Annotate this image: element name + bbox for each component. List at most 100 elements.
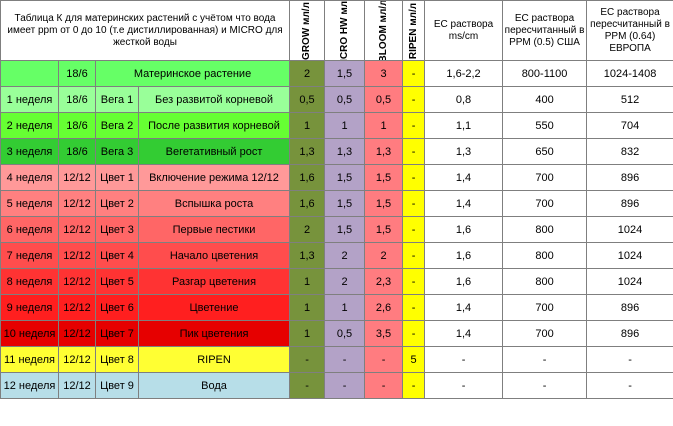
light-cell: 12/12 [58,164,96,191]
table-row: 8 неделя 12/12 Цвет 5 Разгар цветения 1 … [0,268,673,295]
light-cell: 12/12 [58,372,96,399]
ripen-cell: - [402,320,426,347]
ec-cell: 1,6-2,2 [424,60,504,87]
grow-cell: 1,6 [289,164,326,191]
ec-cell: 1,4 [424,320,504,347]
micro-cell: 2 [324,268,366,295]
usa-ppm-cell: 700 [502,164,588,191]
nutrient-table: Таблица К для материнских растений с учё… [0,0,673,399]
ripen-cell: - [402,138,426,165]
usa-ppm-cell: 800 [502,242,588,269]
grow-cell: 1 [289,294,326,321]
ec-header: ЕС раствора ms/cm [424,0,504,61]
usa-ppm-cell: 800-1100 [502,60,588,87]
grow-header: GROW мл/л [289,0,326,61]
table-row: 10 неделя 12/12 Цвет 7 Пик цветения 1 0,… [0,320,673,347]
europe-ppm-cell: 1024-1408 [586,60,673,87]
desc-cell: Начало цветения [137,242,291,269]
grow-cell: 1 [289,268,326,295]
ec-cell: 1,4 [424,294,504,321]
grow-cell: - [289,346,326,373]
bloom-cell: - [364,346,404,373]
week-cell: 1 неделя [0,86,59,113]
table-row: 7 неделя 12/12 Цвет 4 Начало цветения 1,… [0,242,673,269]
week-cell: 7 неделя [0,242,59,269]
bloom-cell: 1,5 [364,164,404,191]
micro-cell: 0,5 [324,320,366,347]
usa-ppm-cell: 800 [502,268,588,295]
micro-cell: - [324,346,366,373]
stage-cell: Цвет 9 [95,372,139,399]
ripen-cell: 5 [402,346,426,373]
europe-ppm-cell: 1024 [586,268,673,295]
usa-ppm-header: ЕС раствора пересчитанный в PPM (0.5) СШ… [502,0,588,61]
micro-cell: 1 [324,294,366,321]
week-cell: 5 неделя [0,190,59,217]
europe-ppm-cell: 896 [586,320,673,347]
bloom-cell: 3 [364,60,404,87]
stage-cell: Цвет 1 [95,164,139,191]
ec-cell: 1,1 [424,112,504,139]
week-cell: 6 неделя [0,216,59,243]
bloom-cell: 3,5 [364,320,404,347]
usa-ppm-cell: 800 [502,216,588,243]
usa-ppm-cell: 700 [502,320,588,347]
table-row: 11 неделя 12/12 Цвет 8 RIPEN - - - 5 - -… [0,346,673,373]
europe-ppm-cell: 1024 [586,242,673,269]
ripen-cell: - [402,190,426,217]
bloom-cell: 2 [364,242,404,269]
grow-cell: 1,6 [289,190,326,217]
week-cell: 11 неделя [0,346,59,373]
header-row: Таблица К для материнских растений с учё… [0,0,673,61]
ripen-cell: - [402,372,426,399]
desc-cell: Вспышка роста [137,190,291,217]
micro-cell: - [324,372,366,399]
micro-header-label: MICRO HW мл/л [338,0,350,61]
europe-ppm-cell: 896 [586,294,673,321]
light-cell: 18/6 [58,138,96,165]
usa-ppm-cell: 400 [502,86,588,113]
grow-cell: 2 [289,60,326,87]
table-row: 12 неделя 12/12 Цвет 9 Вода - - - - - - … [0,372,673,399]
bloom-cell: 0,5 [364,86,404,113]
ec-cell: 1,6 [424,242,504,269]
bloom-cell: 1,3 [364,138,404,165]
micro-cell: 2 [324,242,366,269]
stage-cell: Цвет 5 [95,268,139,295]
micro-cell: 1,3 [324,138,366,165]
ripen-cell: - [402,268,426,295]
desc-cell: После развития корневой [137,112,291,139]
ec-cell: - [424,372,504,399]
usa-ppm-cell: 700 [502,190,588,217]
grow-header-label: GROW мл/л [301,1,313,60]
week-cell: 9 неделя [0,294,59,321]
light-cell: 18/6 [58,112,96,139]
table-row: 18/6 Материнское растение 2 1,5 3 - 1,6-… [0,60,673,87]
ripen-cell: - [402,112,426,139]
desc-cell: Материнское растение [94,60,291,87]
ripen-cell: - [402,86,426,113]
grow-cell: - [289,372,326,399]
europe-ppm-cell: 832 [586,138,673,165]
usa-ppm-cell: - [502,346,588,373]
bloom-header: BLOOM мл/л [364,0,404,61]
usa-ppm-cell: 550 [502,112,588,139]
europe-ppm-cell: 704 [586,112,673,139]
desc-cell: Вода [137,372,291,399]
stage-cell: Вега 1 [95,86,139,113]
europe-ppm-cell: 512 [586,86,673,113]
table-row: 6 неделя 12/12 Цвет 3 Первые пестики 2 1… [0,216,673,243]
ripen-cell: - [402,60,426,87]
grow-cell: 1 [289,320,326,347]
stage-cell: Вега 3 [95,138,139,165]
micro-cell: 1,5 [324,190,366,217]
ec-cell: - [424,346,504,373]
table-row: 5 неделя 12/12 Цвет 2 Вспышка роста 1,6 … [0,190,673,217]
light-cell: 12/12 [58,268,96,295]
usa-ppm-cell: - [502,372,588,399]
week-cell: 8 неделя [0,268,59,295]
light-cell: 12/12 [58,294,96,321]
desc-cell: Без развитой корневой [137,86,291,113]
grow-cell: 1 [289,112,326,139]
ripen-cell: - [402,164,426,191]
